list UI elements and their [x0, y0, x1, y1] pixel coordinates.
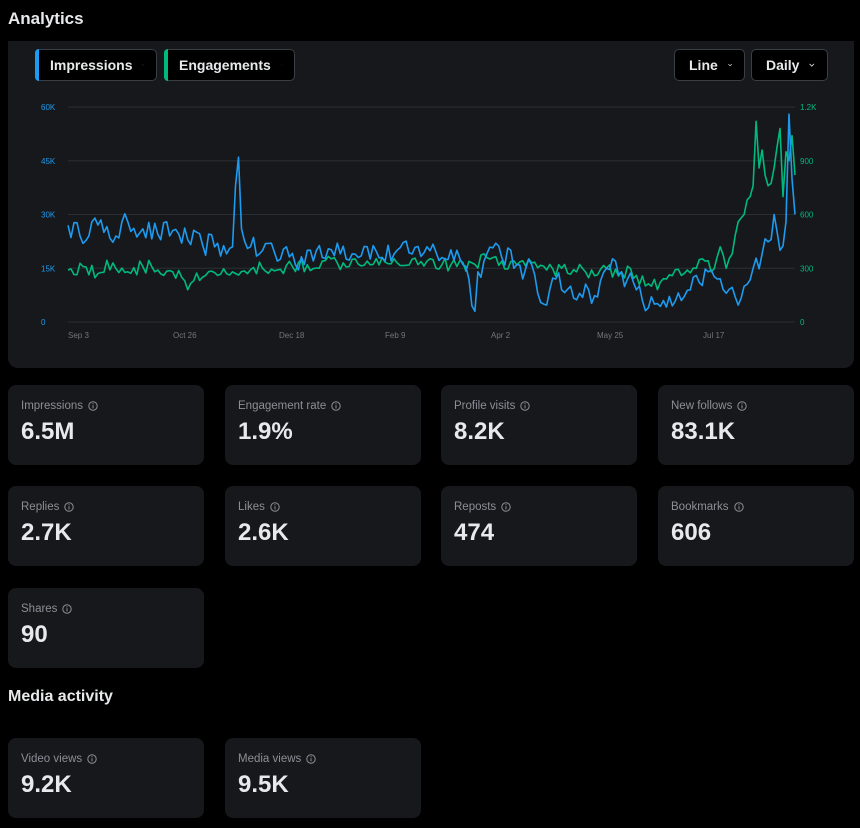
metric-card-shares: Shares 90 — [8, 588, 204, 668]
metric-card-likes: Likes 2.6K — [225, 486, 421, 566]
metric-card-video-views: Video views 9.2K — [8, 738, 204, 818]
y-right-tick-label: 0 — [800, 318, 805, 327]
metric-value: 9.5K — [238, 771, 289, 798]
line-chart: 60K 45K 30K 15K 0 1.2K 900 600 300 0 Sep 3 Oct 26… — [41, 103, 817, 340]
info-circle-icon[interactable] — [62, 604, 73, 614]
chart-type-dropdown[interactable]: Line — [674, 49, 745, 81]
y-left-tick-label: 45K — [41, 157, 56, 166]
info-circle-icon[interactable] — [306, 754, 316, 764]
info-circle-icon[interactable] — [331, 401, 341, 411]
series-line-engagements — [67, 120, 796, 291]
metric-label: Impressions — [21, 400, 83, 412]
info-circle-icon[interactable] — [501, 502, 511, 512]
info-circle-icon[interactable] — [520, 401, 531, 411]
metric-label: Shares — [21, 603, 58, 615]
media-activity-title: Media activity — [8, 688, 113, 705]
metric-card-new-follows: New follows 83.1K — [658, 385, 854, 465]
metric-value: 83.1K — [671, 418, 736, 445]
metric-value: 9.2K — [21, 771, 72, 798]
chevron-down-icon — [809, 63, 815, 67]
y-left-tick-label: 15K — [41, 264, 56, 273]
metric-label: Replies — [21, 501, 60, 513]
metric-value: 90 — [21, 621, 48, 648]
chevron-down-icon — [727, 63, 732, 67]
y-right-tick-label: 900 — [800, 157, 814, 166]
metric-value: 606 — [671, 519, 712, 546]
metric-label: Bookmarks — [671, 501, 729, 513]
y-left-tick-label: 30K — [41, 211, 56, 220]
metric-2-label: Engagements — [179, 57, 271, 73]
x-tick-label: May 25 — [597, 331, 624, 340]
info-circle-icon[interactable] — [733, 502, 744, 512]
x-tick-label: Feb 9 — [385, 331, 406, 340]
metric-card-impressions: Impressions 6.5M — [8, 385, 204, 465]
x-tick-label: Dec 18 — [279, 331, 305, 340]
x-tick-label: Apr 2 — [491, 331, 511, 340]
info-circle-icon[interactable] — [88, 401, 98, 411]
metric-label: Reposts — [454, 501, 497, 513]
y-right-tick-label: 1.2K — [800, 103, 817, 112]
metric-label: Media views — [238, 753, 302, 765]
info-circle-icon[interactable] — [87, 754, 97, 764]
metric-value: 6.5M — [21, 418, 75, 445]
interval-label: Daily — [766, 57, 800, 73]
metric-label: Video views — [21, 753, 83, 765]
metric-card-profile-visits: Profile visits 8.2K — [441, 385, 637, 465]
series-line-impressions — [67, 113, 796, 313]
metric-value: 2.6K — [238, 519, 289, 546]
metric-card-reposts: Reposts 474 — [441, 486, 637, 566]
metric-2-color-indicator — [164, 49, 168, 81]
metric-label: New follows — [671, 400, 733, 412]
metric-1-color-indicator — [35, 49, 39, 81]
y-left-tick-label: 60K — [41, 103, 56, 112]
chevron-down-icon — [280, 64, 282, 66]
metric-value: 474 — [454, 519, 495, 546]
y-left-tick-label: 0 — [41, 318, 46, 327]
metric-card-engagement-rate: Engagement rate 1.9% — [225, 385, 421, 465]
y-right-tick-label: 600 — [800, 211, 814, 220]
info-circle-icon[interactable] — [270, 502, 280, 512]
x-tick-label: Oct 26 — [173, 331, 197, 340]
metric-2-dropdown[interactable]: Engagements — [164, 49, 295, 81]
metric-label: Engagement rate — [238, 400, 327, 412]
info-circle-icon[interactable] — [64, 502, 75, 512]
metric-label: Likes — [238, 501, 265, 513]
metric-1-dropdown[interactable]: Impressions — [35, 49, 157, 81]
info-circle-icon[interactable] — [737, 401, 748, 411]
y-right-tick-label: 300 — [800, 264, 814, 273]
metric-value: 1.9% — [238, 418, 293, 445]
metric-card-media-views: Media views 9.5K — [225, 738, 421, 818]
chevron-down-icon — [142, 64, 144, 66]
top-bar — [0, 0, 860, 40]
chart-panel: Impressions Engagements Line Daily 60K 45… — [8, 41, 854, 368]
x-tick-label: Jul 17 — [703, 331, 725, 340]
metric-value: 8.2K — [454, 418, 505, 445]
x-tick-label: Sep 3 — [68, 331, 89, 340]
chart-type-label: Line — [689, 57, 718, 73]
metric-label: Profile visits — [454, 400, 516, 412]
metric-card-bookmarks: Bookmarks 606 — [658, 486, 854, 566]
interval-dropdown[interactable]: Daily — [751, 49, 828, 81]
metric-1-label: Impressions — [50, 57, 133, 73]
metric-value: 2.7K — [21, 519, 72, 546]
metric-card-replies: Replies 2.7K — [8, 486, 204, 566]
page-title: Analytics — [8, 9, 84, 28]
